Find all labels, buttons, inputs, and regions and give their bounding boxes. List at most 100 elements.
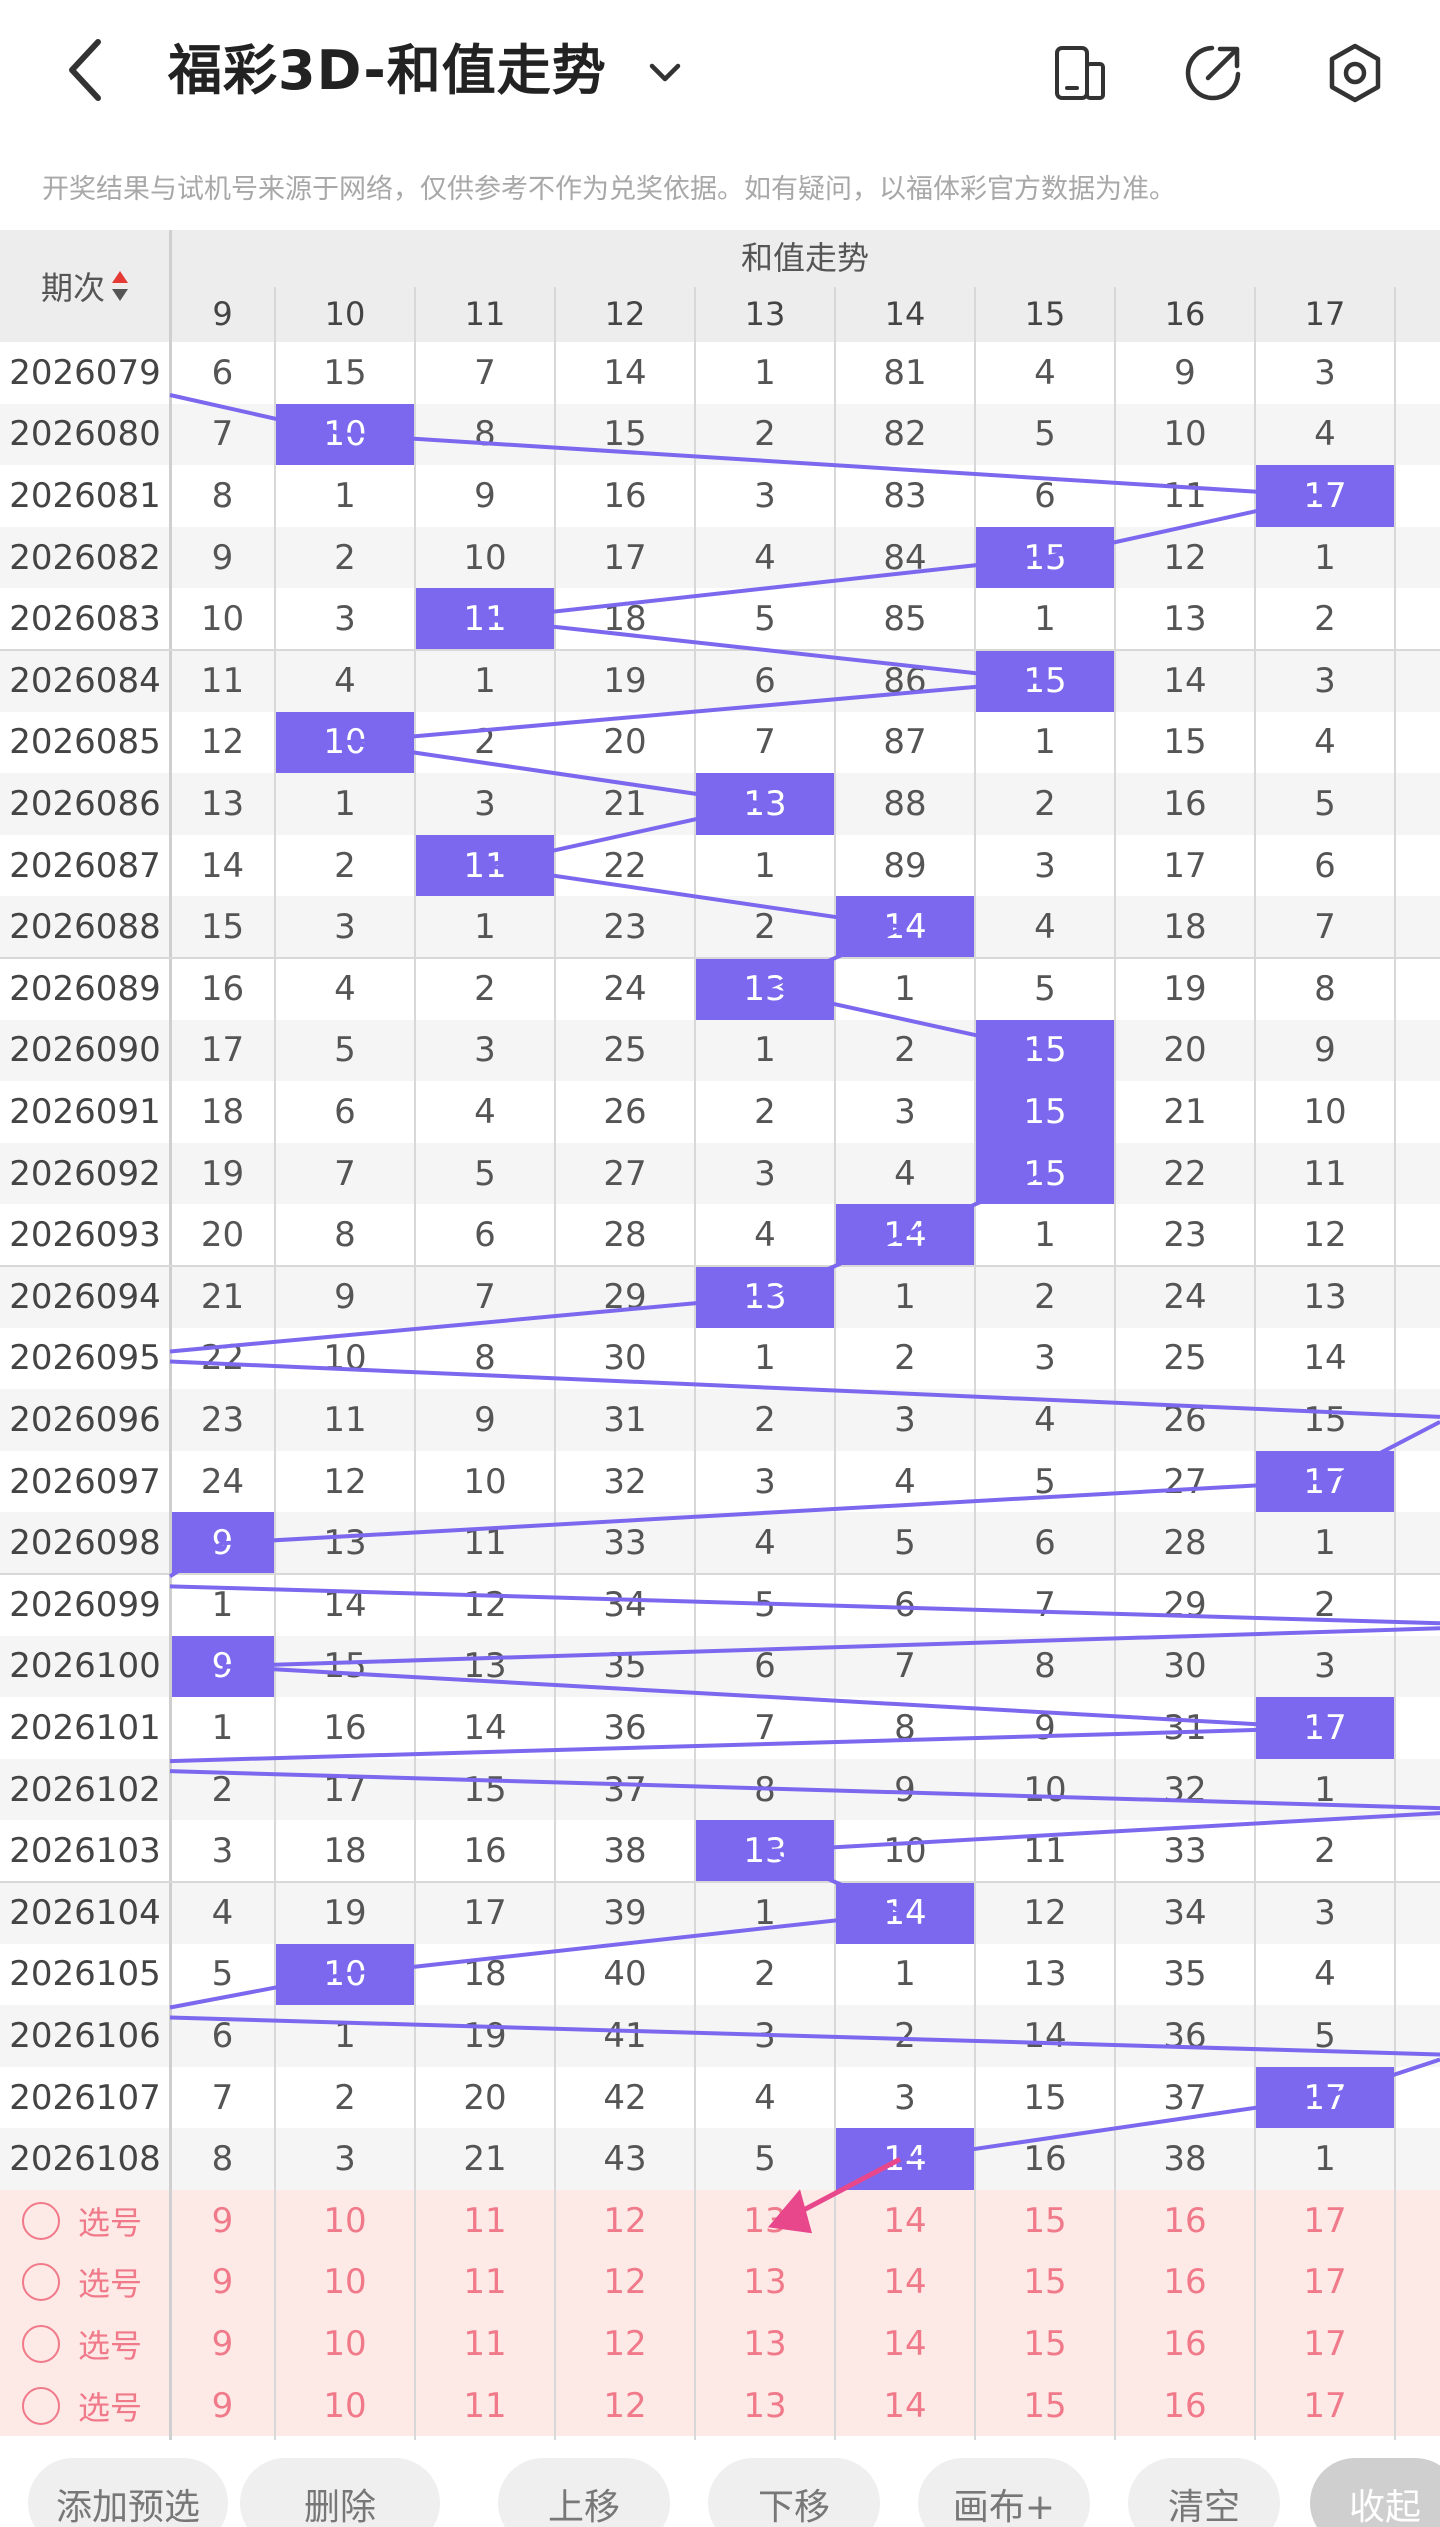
clear-button[interactable]: 清空 (1128, 2458, 1280, 2527)
pick-cell[interactable]: 13 (743, 2200, 787, 2241)
cell-value: 5 (754, 2139, 776, 2180)
page-title[interactable]: 福彩3D-和值走势 (168, 39, 607, 102)
back-icon[interactable] (50, 30, 120, 110)
table-row: 2026092 19 7 5 27 3 4 15 22 11 (0, 1142, 1440, 1205)
radio-circle-icon[interactable] (22, 2324, 60, 2363)
miss-cell: 17 (170, 1020, 275, 1082)
pick-cell[interactable]: 9 (211, 2323, 234, 2364)
cell-value: 6 (1314, 845, 1336, 886)
pick-cell[interactable]: 14 (883, 2200, 927, 2241)
miss-cell: 2 (835, 2005, 975, 2067)
pick-cell[interactable]: 15 (1023, 2323, 1067, 2364)
pick-cell[interactable]: 11 (463, 2323, 507, 2364)
miss-cell: 13 (275, 1512, 415, 1574)
cell-value: 7 (754, 722, 776, 763)
miss-cell: 8 (975, 1636, 1115, 1698)
cell-value: 13 (1303, 1276, 1347, 1317)
pick-cell[interactable]: 16 (1163, 2385, 1207, 2426)
pick-cell[interactable]: 9 (211, 2262, 234, 2303)
miss-cell: 4 (695, 1512, 835, 1574)
pick-cell[interactable]: 13 (743, 2262, 787, 2303)
share-icon[interactable] (1178, 38, 1248, 108)
miss-cell: 3 (275, 588, 415, 650)
pick-cell[interactable]: 14 (883, 2323, 927, 2364)
cell-value: 14 (835, 896, 975, 958)
move-up-button[interactable]: 上移 (498, 2458, 670, 2527)
sort-icon[interactable] (111, 269, 129, 303)
radio-circle-icon[interactable] (22, 2263, 60, 2302)
pick-cell[interactable]: 10 (323, 2262, 367, 2303)
radio-circle-icon[interactable] (22, 2386, 60, 2425)
pick-cell[interactable]: 12 (603, 2385, 647, 2426)
pick-cell[interactable]: 16 (1163, 2323, 1207, 2364)
pick-cell[interactable]: 17 (1303, 2385, 1347, 2426)
miss-cell: 11 (275, 1389, 415, 1451)
cell-value: 10 (275, 1943, 415, 2006)
pick-selector[interactable]: 选号 (0, 2252, 170, 2314)
chevron-down-icon[interactable] (640, 48, 690, 98)
pick-cell[interactable]: 14 (883, 2385, 927, 2426)
pick-cell[interactable]: 15 (1023, 2385, 1067, 2426)
cell-value: 7 (334, 1153, 356, 1194)
pick-cell[interactable]: 15 (1023, 2262, 1067, 2303)
pick-cell[interactable]: 17 (1303, 2323, 1347, 2364)
cell-value: 1 (334, 475, 356, 516)
miss-cell: 1 (275, 773, 415, 835)
cell-value: 4 (474, 1091, 496, 1132)
cell-value: 4 (754, 1523, 776, 1564)
pick-cell[interactable]: 16 (1163, 2200, 1207, 2241)
miss-cell: 2 (835, 1328, 975, 1390)
collapse-button[interactable]: 收起 (1310, 2458, 1440, 2527)
radio-circle-icon[interactable] (22, 2201, 60, 2240)
pick-cell[interactable]: 10 (323, 2200, 367, 2241)
move-down-button[interactable]: 下移 (708, 2458, 880, 2527)
pick-cell[interactable]: 16 (1163, 2262, 1207, 2303)
cell-value: 41 (603, 2015, 647, 2056)
pick-cell[interactable]: 13 (743, 2323, 787, 2364)
cell-value: 81 (883, 352, 927, 393)
table-row: 2026091 18 6 4 26 2 3 15 21 10 (0, 1081, 1440, 1143)
pick-selector[interactable]: 选号 (0, 2375, 170, 2437)
pick-cell[interactable]: 12 (603, 2262, 647, 2303)
pick-selector[interactable]: 选号 (0, 2190, 170, 2252)
pick-cell[interactable]: 9 (211, 2200, 234, 2241)
pick-selector[interactable]: 选号 (0, 2313, 170, 2375)
pick-cell[interactable]: 15 (1023, 2200, 1067, 2241)
hit-cell: 15 (975, 650, 1115, 712)
cell-value: 1 (754, 1892, 776, 1933)
cell-value: 1 (754, 352, 776, 393)
device-icon[interactable] (1045, 38, 1115, 108)
pick-cell[interactable]: 12 (603, 2200, 647, 2241)
settings-icon[interactable] (1320, 38, 1390, 108)
pick-cell[interactable]: 9 (211, 2385, 234, 2426)
pick-cell[interactable]: 11 (463, 2200, 507, 2241)
cell-value: 1 (211, 1584, 234, 1625)
miss-cell: 21 (415, 2128, 555, 2190)
miss-cell: 2 (975, 773, 1115, 835)
column-divider (1254, 287, 1256, 2440)
cell-value: 27 (1163, 1461, 1207, 1502)
pick-cell[interactable]: 11 (463, 2385, 507, 2426)
pick-cell[interactable]: 10 (323, 2323, 367, 2364)
delete-button[interactable]: 删除 (240, 2458, 440, 2527)
pick-cell[interactable]: 14 (883, 2262, 927, 2303)
hit-cell: 17 (1255, 1697, 1395, 1759)
miss-cell: 43 (555, 2128, 695, 2190)
period-column-header[interactable]: 期次 (0, 230, 170, 342)
canvas-plus-button[interactable]: 画布+ (918, 2458, 1090, 2527)
pick-cell[interactable]: 10 (323, 2385, 367, 2426)
sum-trend-table: 期次 和值走势 9 10 11 12 13 14 15 16 17 2026079 6 15 7 14 1… (0, 230, 1440, 2440)
miss-cell: 3 (1255, 650, 1395, 712)
miss-cell: 6 (275, 1081, 415, 1143)
cell-value: 4 (894, 1461, 916, 1502)
cell-value: 11 (200, 660, 245, 701)
add-preselect-button[interactable]: 添加预选 (28, 2458, 228, 2527)
pick-cell[interactable]: 12 (603, 2323, 647, 2364)
cell-value: 5 (1314, 2015, 1336, 2056)
pick-cell[interactable]: 11 (463, 2262, 507, 2303)
pick-cell[interactable]: 13 (743, 2385, 787, 2426)
miss-cell: 1 (170, 1697, 275, 1759)
cell-value: 5 (894, 1523, 916, 1564)
pick-cell[interactable]: 17 (1303, 2262, 1347, 2303)
pick-cell[interactable]: 17 (1303, 2200, 1347, 2241)
